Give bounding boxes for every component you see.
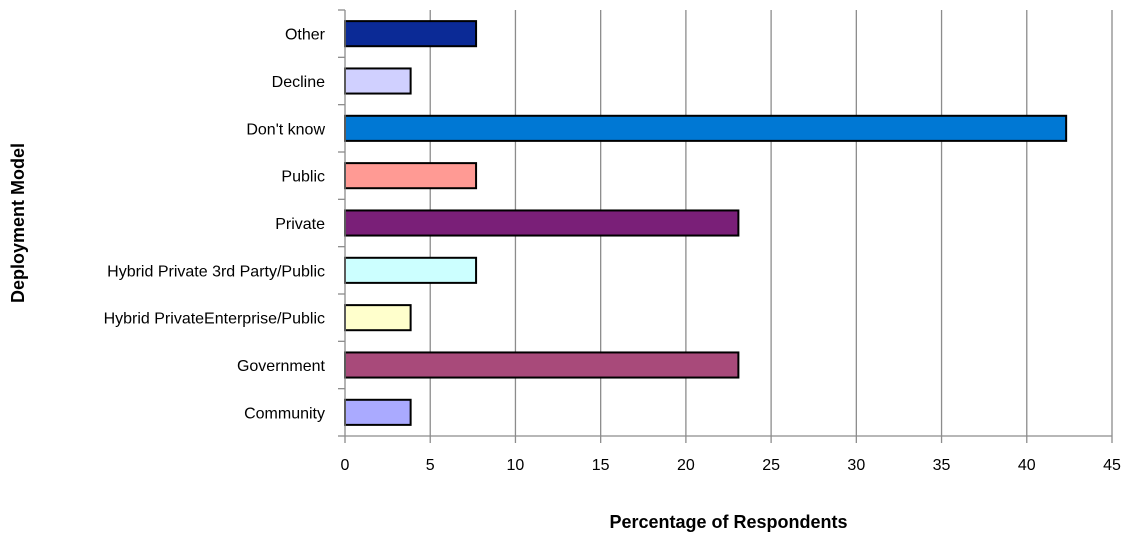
bar-7 bbox=[344, 67, 412, 95]
bar-4 bbox=[344, 209, 740, 237]
x-tick-label-1: 5 bbox=[426, 457, 435, 474]
category-label-1: Government bbox=[237, 358, 326, 375]
category-label-8: Other bbox=[285, 27, 326, 44]
gridlines bbox=[429, 10, 1113, 436]
x-tick-label-8: 40 bbox=[1018, 457, 1036, 474]
x-tick-label-3: 15 bbox=[592, 457, 610, 474]
bar-5 bbox=[344, 162, 478, 190]
y-axis-title: Deployment Model bbox=[8, 143, 28, 303]
x-tick-label-7: 35 bbox=[933, 457, 951, 474]
bar-0 bbox=[344, 398, 412, 426]
x-axis-title: Percentage of Respondents bbox=[609, 512, 847, 532]
bars bbox=[344, 20, 1068, 426]
category-label-3: Hybrid Private 3rd Party/Public bbox=[107, 263, 325, 280]
bar-1 bbox=[344, 351, 740, 379]
category-labels: Community Government Hybrid PrivateEnterpr… bbox=[104, 27, 326, 423]
x-tick-label-6: 30 bbox=[847, 457, 865, 474]
x-tick-label-2: 10 bbox=[507, 457, 525, 474]
category-label-5: Public bbox=[281, 169, 325, 186]
x-tick-label-5: 25 bbox=[762, 457, 780, 474]
category-label-4: Private bbox=[275, 216, 325, 233]
category-label-2: Hybrid PrivateEnterprise/Public bbox=[104, 311, 325, 328]
category-label-7: Decline bbox=[272, 74, 325, 91]
axes bbox=[338, 9, 1113, 443]
category-label-0: Community bbox=[244, 405, 325, 422]
category-label-6: Don't know bbox=[246, 121, 325, 138]
bar-6 bbox=[344, 114, 1068, 142]
bar-3 bbox=[344, 256, 478, 284]
x-tick-label-0: 0 bbox=[341, 457, 350, 474]
bar-2 bbox=[344, 304, 412, 332]
tick-labels: 0 5 10 15 20 25 30 35 40 45 bbox=[341, 457, 1121, 474]
x-tick-label-9: 45 bbox=[1103, 457, 1121, 474]
x-tick-label-4: 20 bbox=[677, 457, 695, 474]
bar-8 bbox=[344, 20, 478, 48]
